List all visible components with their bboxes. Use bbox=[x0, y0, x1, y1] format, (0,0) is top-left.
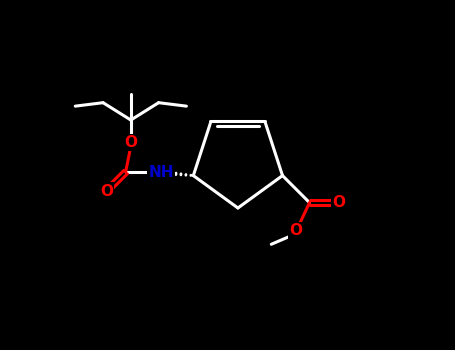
Text: O: O bbox=[124, 135, 137, 150]
Text: NH: NH bbox=[149, 164, 174, 180]
Text: O: O bbox=[289, 223, 302, 238]
Text: O: O bbox=[100, 184, 113, 199]
Text: O: O bbox=[333, 195, 345, 210]
